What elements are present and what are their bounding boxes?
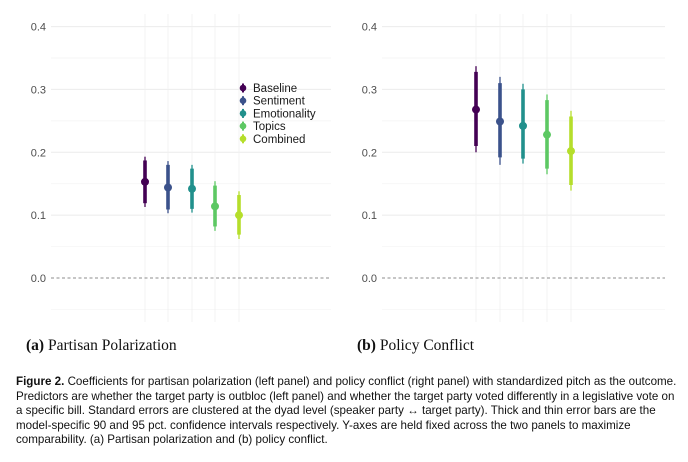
subcaption-a-label: (a) [26, 337, 45, 354]
plot-area-a [51, 14, 331, 322]
point-sentiment [164, 183, 172, 192]
legend-label-baseline: Baseline [253, 83, 297, 95]
panel-policy-conflict: 0.0 0.1 0.2 0.3 0.4 [362, 14, 665, 322]
y-tick-label: 0.1 [31, 210, 46, 222]
legend-key-point-topics [239, 122, 247, 130]
figure-caption: Figure 2. Coefficients for partisan pola… [16, 375, 678, 448]
legend-key-point-sentiment [239, 97, 247, 104]
y-tick-label: 0.3 [362, 84, 377, 96]
y-tick-label: 0.0 [31, 273, 46, 285]
point-emotionality [519, 121, 527, 130]
y-tick-label: 0.0 [362, 273, 377, 285]
subcaption-a: (a) Partisan Polarization [26, 337, 177, 355]
panel-partisan-polarization: 0.0 0.1 0.2 0.3 0.4 [31, 14, 331, 322]
subcaption-b-label: (b) [357, 337, 376, 354]
legend-label-sentiment: Sentiment [253, 96, 306, 108]
legend: BaselineSentimentEmotionalityTopicsCombi… [239, 83, 316, 146]
point-baseline [472, 105, 480, 114]
y-tick-label: 0.3 [31, 84, 46, 96]
point-combined [235, 211, 243, 220]
legend-label-topics: Topics [253, 121, 286, 133]
y-tick-label: 0.4 [362, 22, 377, 34]
subcaption-b: (b) Policy Conflict [357, 337, 474, 355]
subcaption-b-text: Policy Conflict [379, 337, 475, 354]
point-topics [543, 130, 551, 139]
figure-canvas: 0.0 0.1 0.2 0.3 0.4 0.0 0.1 0.2 0.3 0.4 Baseline… [31, 14, 665, 322]
y-tick-label: 0.1 [362, 210, 377, 222]
caption-text: Coefficients for partisan polarization (… [16, 375, 677, 447]
legend-label-combined: Combined [253, 134, 305, 146]
caption-label: Figure 2. [16, 375, 65, 388]
subcaption-a-text: Partisan Polarization [47, 337, 177, 354]
point-emotionality [188, 184, 196, 193]
plot-area-b [382, 14, 665, 322]
legend-key-point-combined [239, 135, 247, 143]
point-combined [567, 147, 575, 156]
y-tick-label: 0.2 [362, 147, 377, 159]
y-tick-label: 0.4 [31, 22, 46, 34]
point-topics [211, 202, 219, 211]
point-sentiment [496, 117, 504, 126]
legend-label-emotionality: Emotionality [253, 108, 316, 120]
point-baseline [141, 177, 149, 186]
y-tick-label: 0.2 [31, 147, 46, 159]
legend-key-point-baseline [239, 84, 247, 92]
legend-key-point-emotionality [239, 110, 247, 117]
